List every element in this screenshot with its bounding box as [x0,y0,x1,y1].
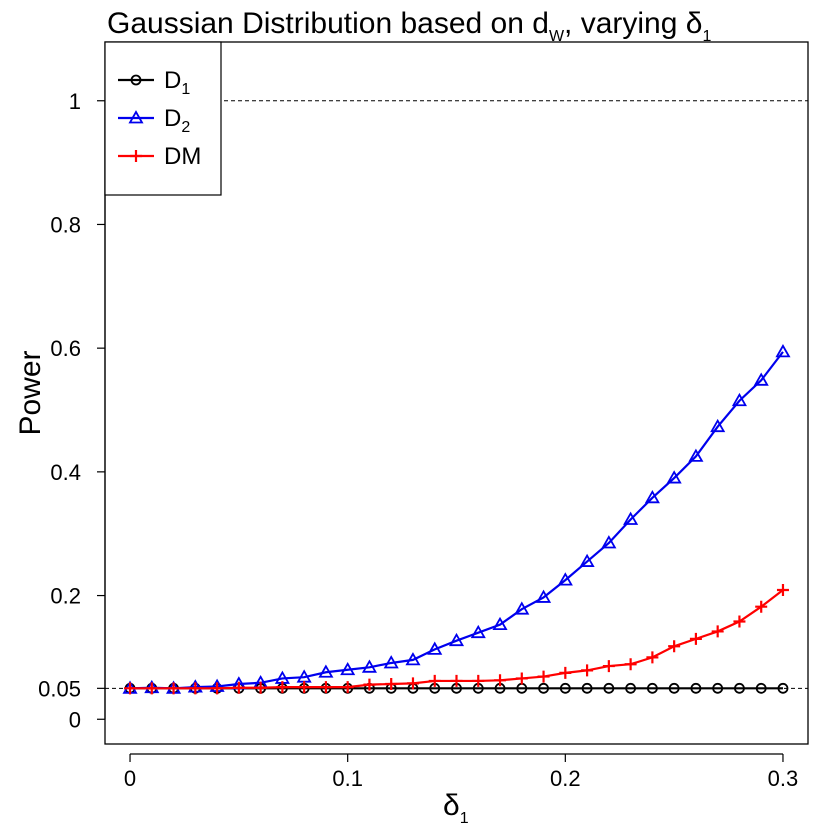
legend-swatch-marker [128,110,144,124]
data-point [775,344,791,358]
legend-item-d2: D2 [118,105,190,136]
data-point [470,624,486,639]
legend: D1 D2 DM [104,41,222,196]
data-point [603,682,615,694]
legend-swatch-marker [130,74,142,86]
y-tick-label: 0.6 [50,336,81,361]
data-point [167,682,180,695]
data-point [406,677,419,690]
x-axis-label: δ1 [443,789,469,827]
legend-swatch-marker [130,150,142,162]
data-point [581,664,594,677]
data-point [710,418,726,433]
data-point [666,470,682,484]
data-point [733,615,746,628]
x-tick-label: 0 [124,766,136,791]
legend-label: D1 [164,67,190,98]
data-point [731,392,747,407]
x-axis: 0 0.1 0.2 0.3 [124,753,799,791]
data-point [646,682,658,694]
data-point [559,682,571,694]
data-point [472,674,485,687]
data-point [211,682,224,695]
y-tick-label: 0.2 [50,584,81,609]
legend-label: DM [164,143,201,170]
data-point [318,664,334,678]
legend-item-d1: D1 [118,67,190,98]
y-tick-label: 1 [69,89,81,114]
data-point [383,655,399,669]
data-point [232,681,245,694]
data-point [124,682,137,695]
data-point [777,682,789,694]
legend-label: D2 [164,105,190,136]
y-tick-label: 0 [69,707,81,732]
data-point [557,572,573,586]
data-point [644,490,660,504]
data-point [385,678,398,691]
y-axis: 0 0.05 0.2 0.4 0.6 0.8 1 [38,89,106,732]
data-point [668,682,680,694]
data-point [689,632,702,645]
data-point [189,682,202,695]
data-point [448,632,465,647]
data-point [623,511,639,525]
data-point [340,661,356,676]
data-point [536,589,552,603]
data-point [319,681,332,694]
data-point [602,660,615,673]
chart-title: Gaussian Distribution based on dW, varyi… [107,7,711,45]
data-point [776,583,789,596]
data-point [712,682,724,694]
data-point [428,674,441,687]
data-point [450,674,463,687]
x-tick-label: 0.1 [332,766,363,791]
data-point [646,651,659,664]
series-dm [124,583,789,695]
data-point [625,682,637,694]
data-point [601,535,617,549]
data-point [361,659,377,673]
x-tick-label: 0.2 [550,766,581,791]
data-point [755,682,767,694]
y-tick-label: 0.4 [50,460,81,485]
data-point [276,681,289,694]
data-point [298,681,311,694]
data-point [537,670,550,683]
data-point [492,616,508,631]
data-point [515,672,528,685]
series-layer [122,344,791,695]
data-point [341,681,354,694]
data-point [753,372,769,386]
data-point [514,601,530,615]
data-point [494,674,507,687]
data-point [427,641,443,655]
series-line [130,589,784,690]
data-point [711,625,724,638]
series-line [129,351,784,690]
y-axis-label: Power [14,350,47,435]
data-point [755,600,768,613]
data-point [668,640,681,653]
data-point [690,682,702,694]
data-point [145,682,158,695]
data-point [254,681,267,694]
data-point [581,682,593,694]
data-point [559,666,572,679]
x-tick-label: 0.3 [768,766,799,791]
legend-item-dm: DM [118,143,201,170]
data-point [688,448,704,462]
data-point [624,658,637,671]
data-point [579,553,595,567]
data-point [538,682,549,694]
data-point [363,678,376,691]
data-point [405,652,421,666]
data-point [734,682,745,694]
y-tick-label: 0.05 [38,676,81,701]
y-tick-label: 0.8 [50,212,81,237]
